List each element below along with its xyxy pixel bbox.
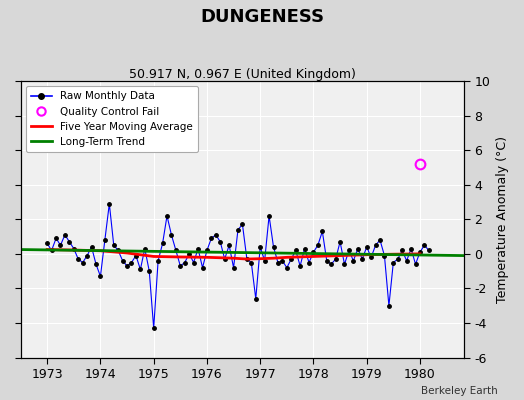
Y-axis label: Temperature Anomaly (°C): Temperature Anomaly (°C) [496, 136, 509, 303]
Text: DUNGENESS: DUNGENESS [200, 8, 324, 26]
Title: 50.917 N, 0.967 E (United Kingdom): 50.917 N, 0.967 E (United Kingdom) [129, 68, 356, 81]
Legend: Raw Monthly Data, Quality Control Fail, Five Year Moving Average, Long-Term Tren: Raw Monthly Data, Quality Control Fail, … [26, 86, 198, 152]
Text: Berkeley Earth: Berkeley Earth [421, 386, 498, 396]
